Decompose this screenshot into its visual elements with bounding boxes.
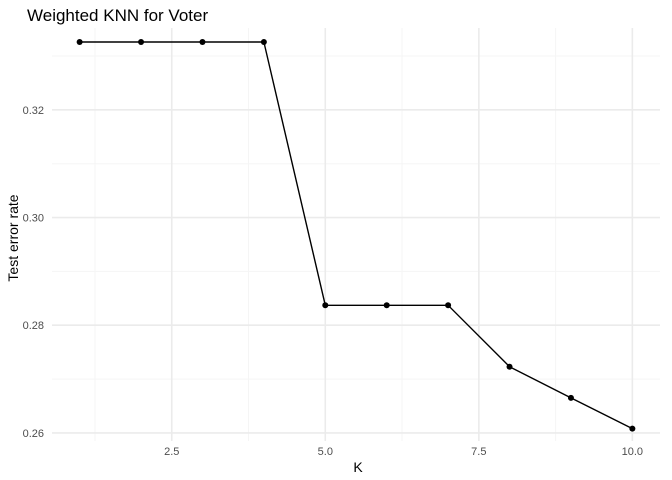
x-tick-label: 2.5 [164,446,179,458]
x-axis-title: K [353,459,363,475]
y-tick-label: 0.26 [23,428,44,440]
y-tick-label: 0.32 [23,105,44,117]
data-point [76,39,83,45]
major-grid [52,28,660,441]
data-point [445,302,452,309]
data-point [506,363,513,370]
tick-labels: 2.5 5.0 7.5 10.0 0.26 0.28 0.30 0.32 [23,105,643,458]
x-tick-label: 7.5 [471,446,486,458]
series-line [79,41,633,430]
data-point [199,39,206,45]
minor-grid [52,28,660,441]
y-tick-label: 0.30 [23,213,44,225]
data-point [383,302,390,309]
data-point [138,39,145,45]
data-point [322,302,329,309]
data-point [260,39,267,45]
data-point [629,425,636,432]
x-tick-label: 5.0 [318,446,333,458]
x-tick-label: 10.0 [622,446,643,458]
series-layer [76,39,636,432]
y-tick-label: 0.28 [23,320,44,332]
y-axis-title: Test error rate [5,194,21,281]
data-point [567,394,574,401]
chart-title: Weighted KNN for Voter [27,6,208,25]
